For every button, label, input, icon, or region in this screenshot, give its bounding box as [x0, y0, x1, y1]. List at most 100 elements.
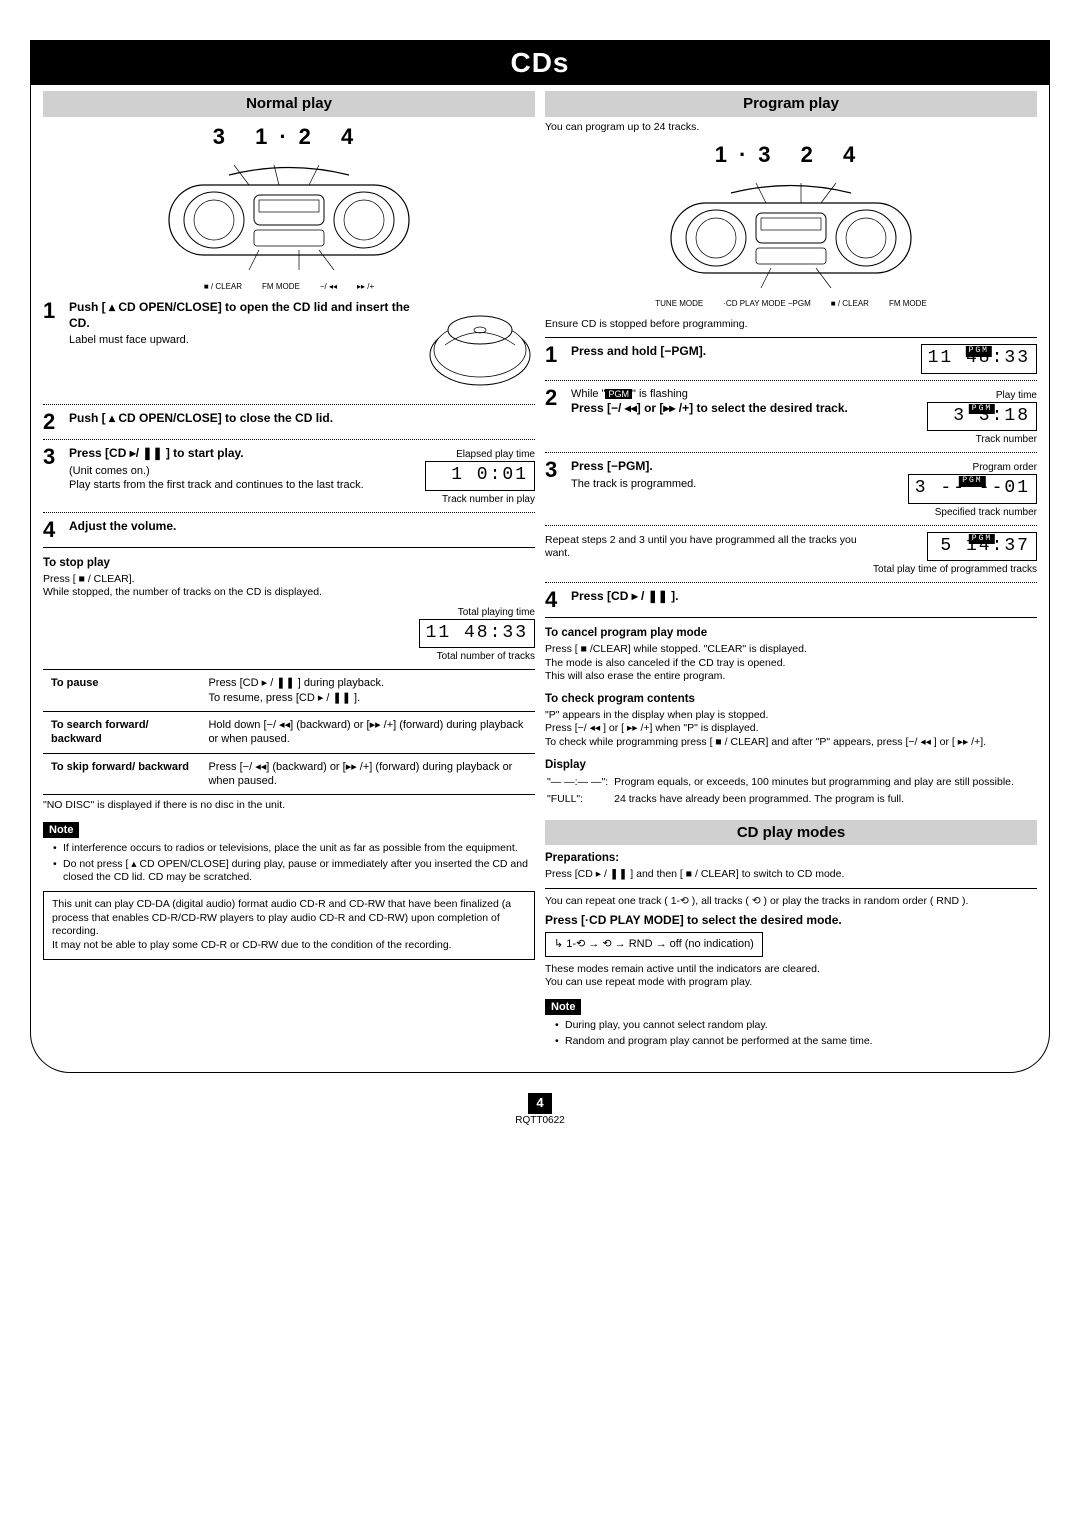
list-item: Random and program play cannot be perfor… — [555, 1035, 1037, 1049]
step-title: Push [ ▴ CD OPEN/CLOSE] to close the CD … — [69, 411, 535, 427]
step-number: 4 — [43, 519, 63, 541]
list-item: Do not press [ ▴ CD OPEN/CLOSE] during p… — [53, 858, 535, 885]
table-row: To skip forward/ backward Press [−/ ◂◂] … — [43, 753, 535, 795]
table-row: To search forward/ backward Hold down [−… — [43, 711, 535, 753]
pgm-badge: PGM — [605, 389, 632, 399]
lcd-caption-top: Play time — [927, 389, 1037, 402]
diagram-labels-normal: ■ / CLEAR FM MODE −/ ◂◂ ▸▸ /+ — [43, 282, 535, 292]
label-fm: FM MODE — [889, 299, 927, 309]
step-number: 2 — [545, 387, 565, 409]
device-diagram-normal: ■ / CLEAR FM MODE −/ ◂◂ ▸▸ /+ — [43, 155, 535, 292]
normal-notes: If interference occurs to radios or tele… — [43, 842, 535, 885]
diagram-labels-program: TUNE MODE ·CD PLAY MODE −PGM ■ / CLEAR F… — [545, 299, 1037, 309]
cd-insert-illustration — [425, 300, 535, 394]
check-body: "P" appears in the display when play is … — [545, 709, 1037, 750]
lcd-caption-bottom: Track number — [927, 433, 1037, 446]
display-heading: Display — [545, 758, 1037, 773]
pre-text: While " — [571, 388, 605, 400]
label-clear: ■ / CLEAR — [204, 282, 242, 292]
lcd-caption-top: Program order — [908, 461, 1037, 474]
post-text: " is flashing — [632, 388, 688, 400]
boombox-illustration — [159, 155, 419, 275]
step-title: Press and hold [−PGM]. — [571, 344, 915, 360]
op-desc: Press [CD ▸ / ❚❚ ] during playback. To r… — [200, 670, 535, 712]
cdr-info-box: This unit can play CD-DA (digital audio)… — [43, 891, 535, 960]
label-prev: −/ ◂◂ — [320, 282, 337, 292]
table-row: "— —:— —": Program equals, or exceeds, 1… — [547, 775, 1018, 791]
lcd-caption-top: Elapsed play time — [425, 448, 535, 461]
prep-body: Press [CD ▸ / ❚❚ ] and then [ ■ / CLEAR]… — [545, 868, 1037, 882]
step-sub: (Unit comes on.) Play starts from the fi… — [69, 464, 419, 493]
repeat-note: Repeat steps 2 and 3 until you have prog… — [545, 534, 867, 561]
step-number: 1 — [43, 300, 63, 398]
note-badge: Note — [545, 999, 581, 1015]
lcd-caption-bottom: Total play time of programmed tracks — [873, 563, 1037, 576]
program-intro: You can program up to 24 tracks. — [545, 121, 1037, 135]
stop-heading: To stop play — [43, 556, 535, 571]
doc-code: RQTT0622 — [515, 1115, 564, 1126]
lcd-caption-bottom: Total number of tracks — [43, 650, 535, 663]
step-number: 1 — [545, 344, 565, 366]
lcd-display: 11 48:33 — [419, 619, 535, 648]
prep-heading: Preparations: — [545, 851, 1037, 866]
cancel-heading: To cancel program play mode — [545, 626, 1037, 641]
step-title: Adjust the volume. — [69, 519, 535, 535]
page-frame: CDs Normal play 3 1·2 4 — [30, 40, 1050, 1073]
step-number: 2 — [43, 411, 63, 433]
modes-notes: During play, you cannot select random pl… — [545, 1019, 1037, 1048]
step-title: Press [−/ ◂◂] or [▸▸ /+] to select the d… — [571, 401, 921, 417]
op-label: To pause — [43, 670, 200, 712]
lcd-caption-bottom: Track number in play — [425, 493, 535, 506]
step-title: Press [CD ▸ / ❚❚ ]. — [571, 589, 1037, 605]
lcd-display: PGM3 -- --01 — [908, 474, 1037, 503]
op-label: To skip forward/ backward — [43, 753, 200, 795]
op-desc: Hold down [−/ ◂◂] (backward) or [▸▸ /+] … — [200, 711, 535, 753]
right-column: Program play You can program up to 24 tr… — [545, 85, 1037, 1052]
table-row: To pause Press [CD ▸ / ❚❚ ] during playb… — [43, 670, 535, 712]
list-item: During play, you cannot select random pl… — [555, 1019, 1037, 1033]
no-disc-note: "NO DISC" is displayed if there is no di… — [43, 799, 535, 813]
lcd-display: PGM3 3:18 — [927, 402, 1037, 431]
step-number: 3 — [545, 459, 565, 481]
op-desc: Press [−/ ◂◂] (backward) or [▸▸ /+] (for… — [200, 753, 535, 795]
normal-step-4: 4 Adjust the volume. — [43, 519, 535, 541]
lcd-display: PGM11 48:33 — [921, 344, 1037, 373]
normal-step-1: 1 Push [ ▴ CD OPEN/CLOSE] to open the CD… — [43, 300, 535, 398]
modes-intro: You can repeat one track ( 1-⟲ ), all tr… — [545, 895, 1037, 909]
flow-text: 1-⟲ → ⟲ → RND → off (no indication) — [566, 938, 754, 950]
left-column: Normal play 3 1·2 4 — [43, 85, 535, 1052]
flow-prefix: ↳ — [554, 938, 563, 950]
lcd-caption-bottom: Specified track number — [908, 506, 1037, 519]
step-sub: The track is programmed. — [571, 477, 902, 491]
ensure-stopped: Ensure CD is stopped before programming. — [545, 318, 1037, 332]
note-badge: Note — [43, 822, 79, 838]
table-row: "FULL": 24 tracks have already been prog… — [547, 792, 1018, 808]
step-pre: While "PGM" is flashing — [571, 387, 921, 401]
program-play-heading: Program play — [545, 91, 1037, 117]
list-item: If interference occurs to radios or tele… — [53, 842, 535, 856]
display-table: "— —:— —": Program equals, or exceeds, 1… — [545, 773, 1020, 810]
step-title: Press [CD ▸/ ❚❚ ] to start play. — [69, 446, 419, 462]
program-step-2: 2 While "PGM" is flashing Press [−/ ◂◂] … — [545, 387, 1037, 446]
normal-play-heading: Normal play — [43, 91, 535, 117]
step-number: 4 — [545, 589, 565, 611]
repeat-note-row: Repeat steps 2 and 3 until you have prog… — [545, 532, 1037, 576]
program-step-4: 4 Press [CD ▸ / ❚❚ ]. — [545, 589, 1037, 611]
page-title-bar: CDs — [31, 41, 1049, 85]
lcd-display: 1 0:01 — [425, 461, 535, 490]
device-diagram-program: TUNE MODE ·CD PLAY MODE −PGM ■ / CLEAR F… — [545, 173, 1037, 310]
program-step-3: 3 Press [−PGM]. The track is programmed.… — [545, 459, 1037, 518]
modes-remain: These modes remain active until the indi… — [545, 963, 1037, 990]
normal-step-2: 2 Push [ ▴ CD OPEN/CLOSE] to close the C… — [43, 411, 535, 433]
op-label: To search forward/ backward — [43, 711, 200, 753]
label-tune: TUNE MODE — [655, 299, 703, 309]
check-heading: To check program contents — [545, 692, 1037, 707]
label-playmode: ·CD PLAY MODE −PGM — [723, 299, 811, 309]
content-columns: Normal play 3 1·2 4 — [31, 85, 1049, 1052]
program-step-indicator: 1·3 2 4 — [545, 141, 1037, 170]
display-val: Program equals, or exceeds, 100 minutes … — [614, 775, 1018, 791]
stop-body: Press [ ■ / CLEAR]. While stopped, the n… — [43, 573, 535, 600]
display-val: 24 tracks have already been programmed. … — [614, 792, 1018, 808]
lcd-display: PGM5 14:37 — [927, 532, 1037, 561]
display-key: "FULL": — [547, 792, 612, 808]
